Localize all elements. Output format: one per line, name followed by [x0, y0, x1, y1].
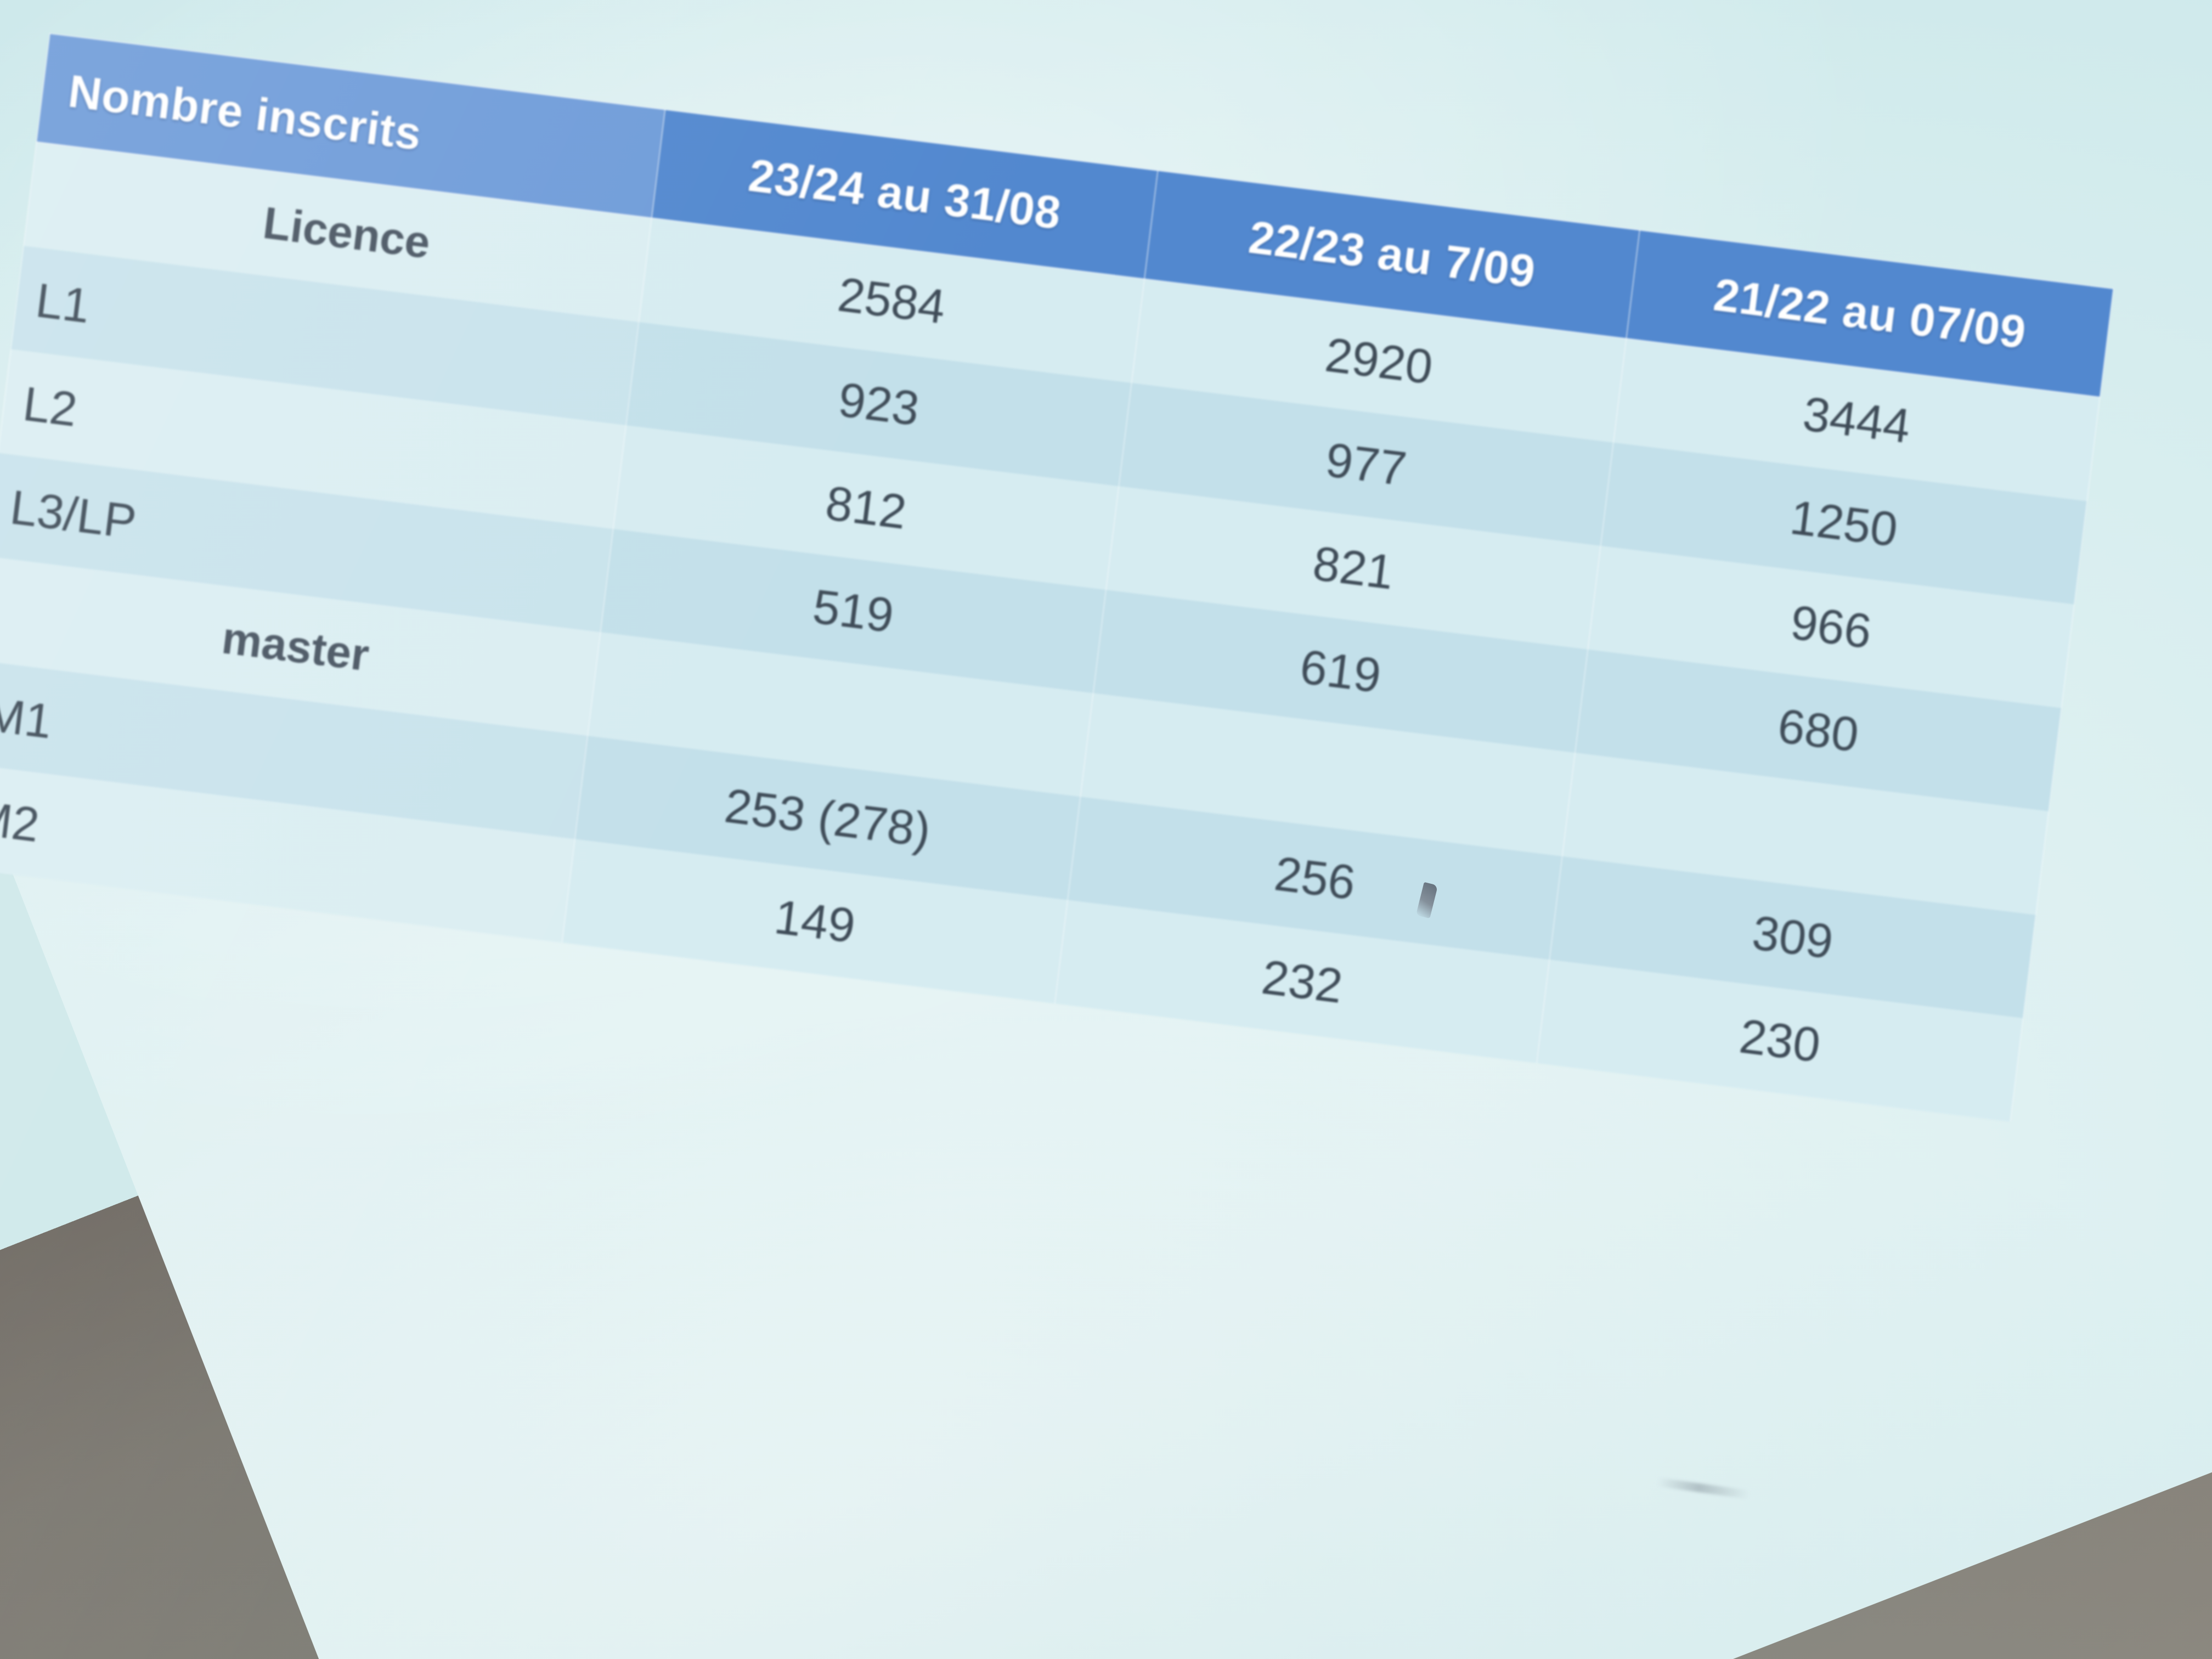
photo-of-projected-slide: Nombre inscrits 23/24 au 31/08 22/23 au … — [0, 0, 2212, 1659]
